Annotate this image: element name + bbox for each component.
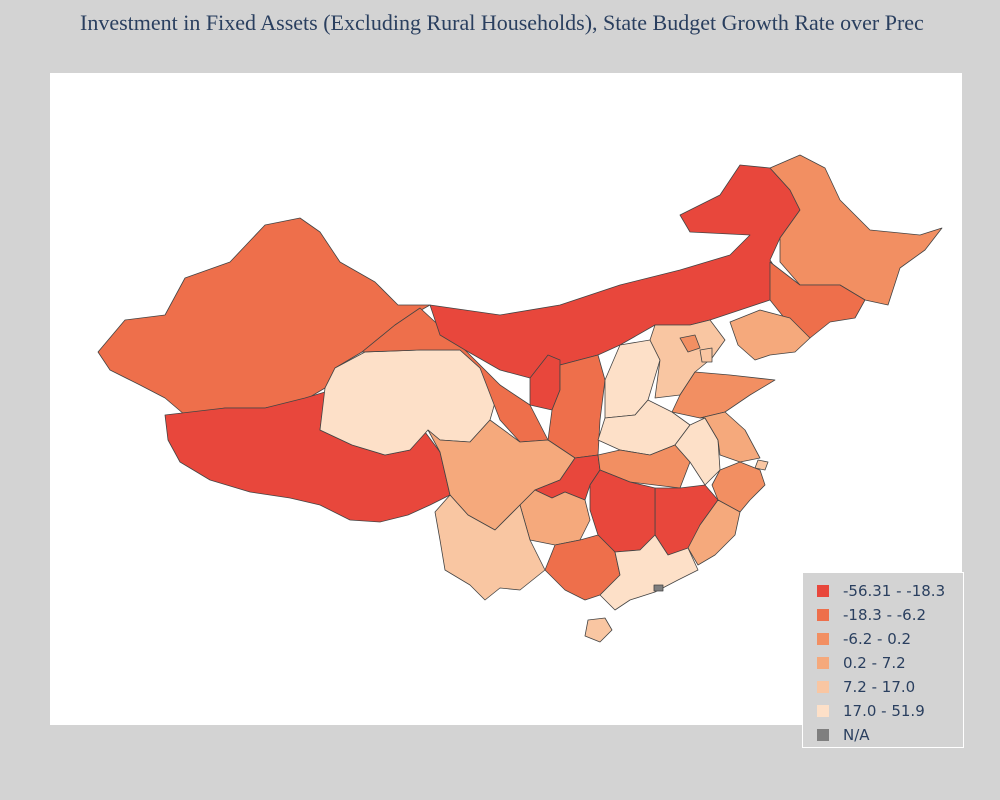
legend-label: -56.31 - -18.3 bbox=[843, 582, 946, 600]
legend-item[interactable]: -6.2 - 0.2 bbox=[803, 627, 963, 651]
legend-label: -18.3 - -6.2 bbox=[843, 606, 927, 624]
region-tianjin[interactable] bbox=[699, 347, 713, 363]
legend-item[interactable]: 7.2 - 17.0 bbox=[803, 675, 963, 699]
region-shanghai[interactable] bbox=[754, 459, 769, 471]
legend: -56.31 - -18.3 -18.3 - -6.2 -6.2 - 0.2 0… bbox=[802, 572, 964, 748]
legend-item[interactable]: -56.31 - -18.3 bbox=[803, 579, 963, 603]
legend-swatch bbox=[817, 585, 829, 597]
region-guangdong[interactable] bbox=[599, 534, 699, 611]
region-hong-kong[interactable] bbox=[653, 584, 664, 592]
region-hainan[interactable] bbox=[584, 617, 613, 643]
region-zhejiang[interactable] bbox=[711, 461, 766, 513]
legend-label: N/A bbox=[843, 726, 870, 744]
legend-swatch bbox=[817, 729, 829, 741]
region-beijing[interactable] bbox=[679, 334, 701, 353]
region-jilin[interactable] bbox=[769, 261, 866, 339]
legend-item[interactable]: 17.0 - 51.9 bbox=[803, 699, 963, 723]
legend-swatch bbox=[817, 681, 829, 693]
region-heilongjiang[interactable] bbox=[769, 154, 943, 306]
legend-swatch bbox=[817, 657, 829, 669]
legend-label: 17.0 - 51.9 bbox=[843, 702, 925, 720]
legend-label: 7.2 - 17.0 bbox=[843, 678, 916, 696]
legend-item[interactable]: 0.2 - 7.2 bbox=[803, 651, 963, 675]
legend-label: -6.2 - 0.2 bbox=[843, 630, 912, 648]
region-guizhou[interactable] bbox=[519, 489, 591, 546]
region-liaoning[interactable] bbox=[729, 309, 811, 361]
legend-item[interactable]: -18.3 - -6.2 bbox=[803, 603, 963, 627]
region-yunnan[interactable] bbox=[434, 494, 546, 601]
region-shandong[interactable] bbox=[671, 371, 776, 419]
legend-label: 0.2 - 7.2 bbox=[843, 654, 906, 672]
chart-title: Investment in Fixed Assets (Excluding Ru… bbox=[80, 10, 924, 35]
legend-swatch bbox=[817, 633, 829, 645]
legend-item[interactable]: N/A bbox=[803, 723, 963, 747]
legend-swatch bbox=[817, 609, 829, 621]
legend-swatch bbox=[817, 705, 829, 717]
